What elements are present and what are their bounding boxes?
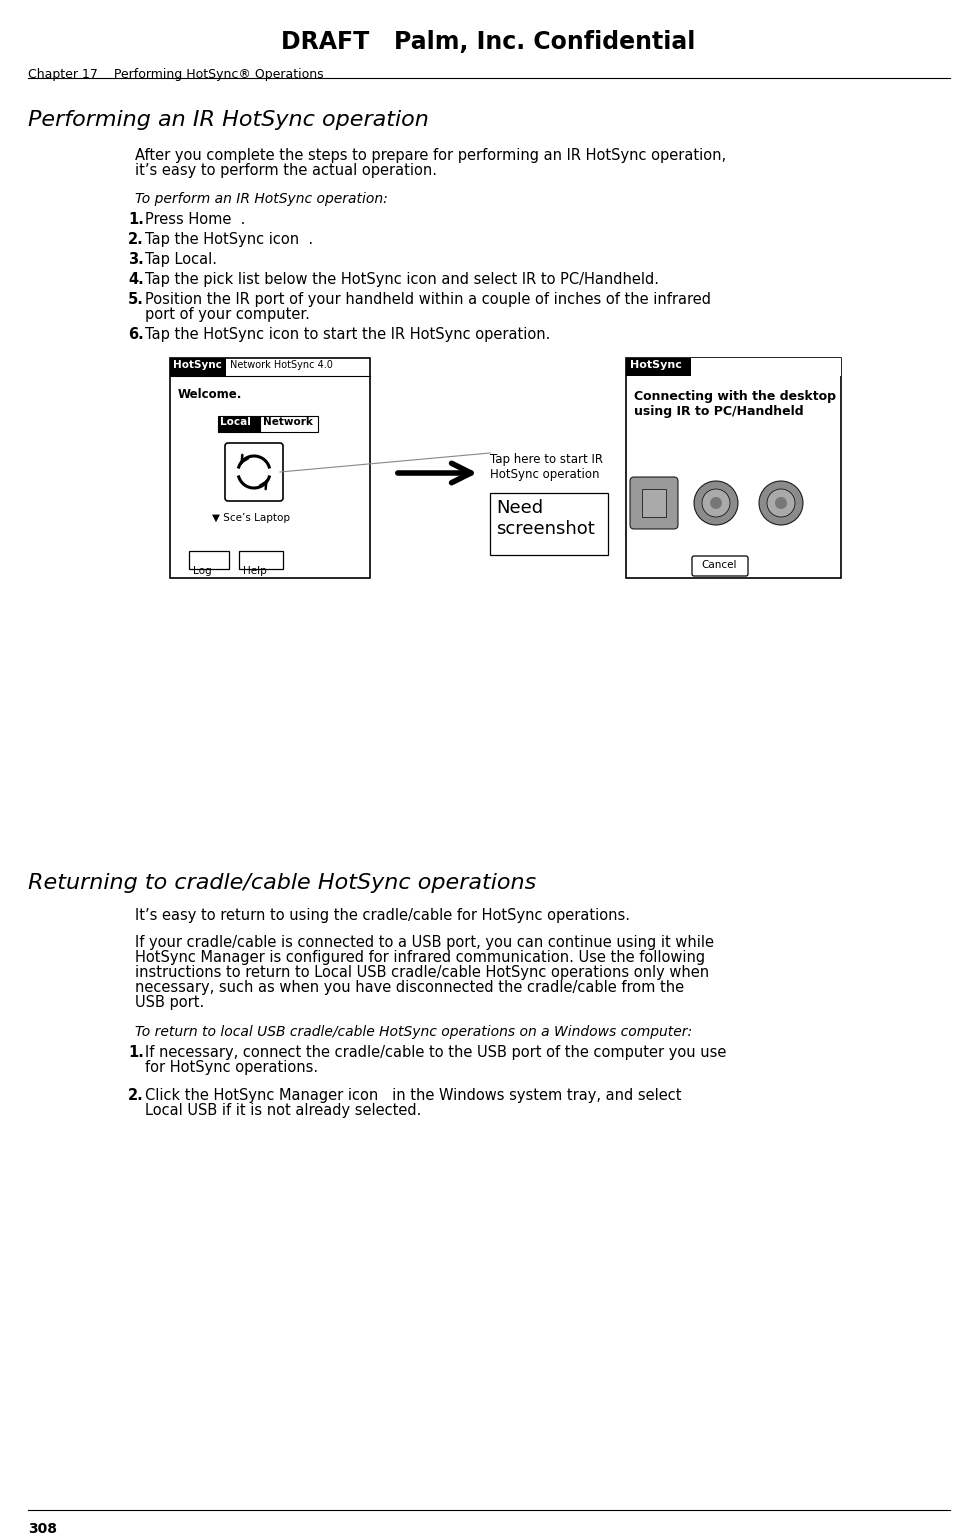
Text: 308: 308 bbox=[28, 1522, 57, 1535]
Bar bbox=[260, 417, 318, 432]
Text: It’s easy to return to using the cradle/cable for HotSync operations.: It’s easy to return to using the cradle/… bbox=[135, 908, 630, 924]
Text: If necessary, connect the cradle/cable to the USB port of the computer you use: If necessary, connect the cradle/cable t… bbox=[145, 1045, 726, 1061]
Circle shape bbox=[702, 489, 730, 516]
Text: Local: Local bbox=[220, 417, 251, 427]
Bar bbox=[691, 358, 841, 377]
Circle shape bbox=[759, 481, 803, 526]
Text: HotSync: HotSync bbox=[630, 360, 682, 370]
Text: 4.: 4. bbox=[128, 272, 143, 287]
Text: Welcome.: Welcome. bbox=[178, 387, 242, 401]
Bar bbox=[490, 493, 608, 555]
Text: HotSync: HotSync bbox=[173, 360, 222, 370]
Text: 5.: 5. bbox=[128, 292, 143, 307]
Text: 6.: 6. bbox=[128, 327, 143, 343]
Text: Network HotSync 4.0: Network HotSync 4.0 bbox=[230, 360, 333, 370]
Circle shape bbox=[710, 496, 722, 509]
Text: Connecting with the desktop: Connecting with the desktop bbox=[634, 390, 836, 403]
Text: it’s easy to perform the actual operation.: it’s easy to perform the actual operatio… bbox=[135, 163, 437, 178]
Text: port of your computer.: port of your computer. bbox=[145, 307, 309, 321]
Text: necessary, such as when you have disconnected the cradle/cable from the: necessary, such as when you have disconn… bbox=[135, 981, 684, 994]
FancyBboxPatch shape bbox=[630, 476, 678, 529]
Text: Tap the HotSync icon to start the IR HotSync operation.: Tap the HotSync icon to start the IR Hot… bbox=[145, 327, 550, 343]
Text: Tap the pick list below the HotSync icon and select IR to PC/Handheld.: Tap the pick list below the HotSync icon… bbox=[145, 272, 659, 287]
Text: Tap here to start IR
HotSync operation: Tap here to start IR HotSync operation bbox=[490, 453, 603, 481]
Text: instructions to return to Local USB cradle/cable HotSync operations only when: instructions to return to Local USB crad… bbox=[135, 965, 710, 981]
Text: To return to local USB cradle/cable HotSync operations on a Windows computer:: To return to local USB cradle/cable HotS… bbox=[135, 1025, 692, 1039]
Text: Log: Log bbox=[193, 566, 212, 576]
FancyBboxPatch shape bbox=[189, 550, 229, 569]
Text: for HotSync operations.: for HotSync operations. bbox=[145, 1061, 318, 1074]
Circle shape bbox=[694, 481, 738, 526]
Bar bbox=[170, 358, 370, 578]
Text: 1.: 1. bbox=[128, 212, 143, 227]
Circle shape bbox=[767, 489, 795, 516]
FancyBboxPatch shape bbox=[692, 556, 748, 576]
Text: HotSync Manager is configured for infrared communication. Use the following: HotSync Manager is configured for infrar… bbox=[135, 950, 705, 965]
Text: Tap the HotSync icon  .: Tap the HotSync icon . bbox=[145, 232, 313, 247]
Text: ▼ Sce’s Laptop: ▼ Sce’s Laptop bbox=[212, 513, 290, 523]
Text: Performing an IR HotSync operation: Performing an IR HotSync operation bbox=[28, 111, 428, 131]
Bar bbox=[626, 358, 841, 377]
Text: To perform an IR HotSync operation:: To perform an IR HotSync operation: bbox=[135, 192, 387, 206]
Bar bbox=[626, 358, 841, 578]
Text: Help: Help bbox=[243, 566, 266, 576]
Text: Position the IR port of your handheld within a couple of inches of the infrared: Position the IR port of your handheld wi… bbox=[145, 292, 711, 307]
Text: Cancel: Cancel bbox=[701, 559, 737, 570]
Text: 1.: 1. bbox=[128, 1045, 143, 1061]
Text: After you complete the steps to prepare for performing an IR HotSync operation,: After you complete the steps to prepare … bbox=[135, 148, 726, 163]
Text: Chapter 17    Performing HotSync® Operations: Chapter 17 Performing HotSync® Operation… bbox=[28, 68, 324, 81]
Text: Local USB if it is not already selected.: Local USB if it is not already selected. bbox=[145, 1104, 422, 1117]
Text: using IR to PC/Handheld: using IR to PC/Handheld bbox=[634, 406, 803, 418]
Text: USB port.: USB port. bbox=[135, 994, 204, 1010]
Circle shape bbox=[775, 496, 787, 509]
Text: 3.: 3. bbox=[128, 252, 143, 267]
Bar bbox=[170, 358, 226, 377]
FancyBboxPatch shape bbox=[642, 489, 666, 516]
Text: Network: Network bbox=[263, 417, 313, 427]
Bar bbox=[218, 417, 260, 432]
Text: Returning to cradle/cable HotSync operations: Returning to cradle/cable HotSync operat… bbox=[28, 873, 536, 893]
Text: Tap Local.: Tap Local. bbox=[145, 252, 217, 267]
Text: Press Home  .: Press Home . bbox=[145, 212, 245, 227]
Text: Click the HotSync Manager icon   in the Windows system tray, and select: Click the HotSync Manager icon in the Wi… bbox=[145, 1088, 681, 1104]
Text: Need
screenshot: Need screenshot bbox=[496, 500, 594, 538]
Text: 2.: 2. bbox=[128, 232, 143, 247]
Text: If your cradle/cable is connected to a USB port, you can continue using it while: If your cradle/cable is connected to a U… bbox=[135, 934, 714, 950]
FancyBboxPatch shape bbox=[239, 550, 283, 569]
Text: 2.: 2. bbox=[128, 1088, 143, 1104]
FancyBboxPatch shape bbox=[225, 443, 283, 501]
Text: DRAFT   Palm, Inc. Confidential: DRAFT Palm, Inc. Confidential bbox=[281, 31, 695, 54]
